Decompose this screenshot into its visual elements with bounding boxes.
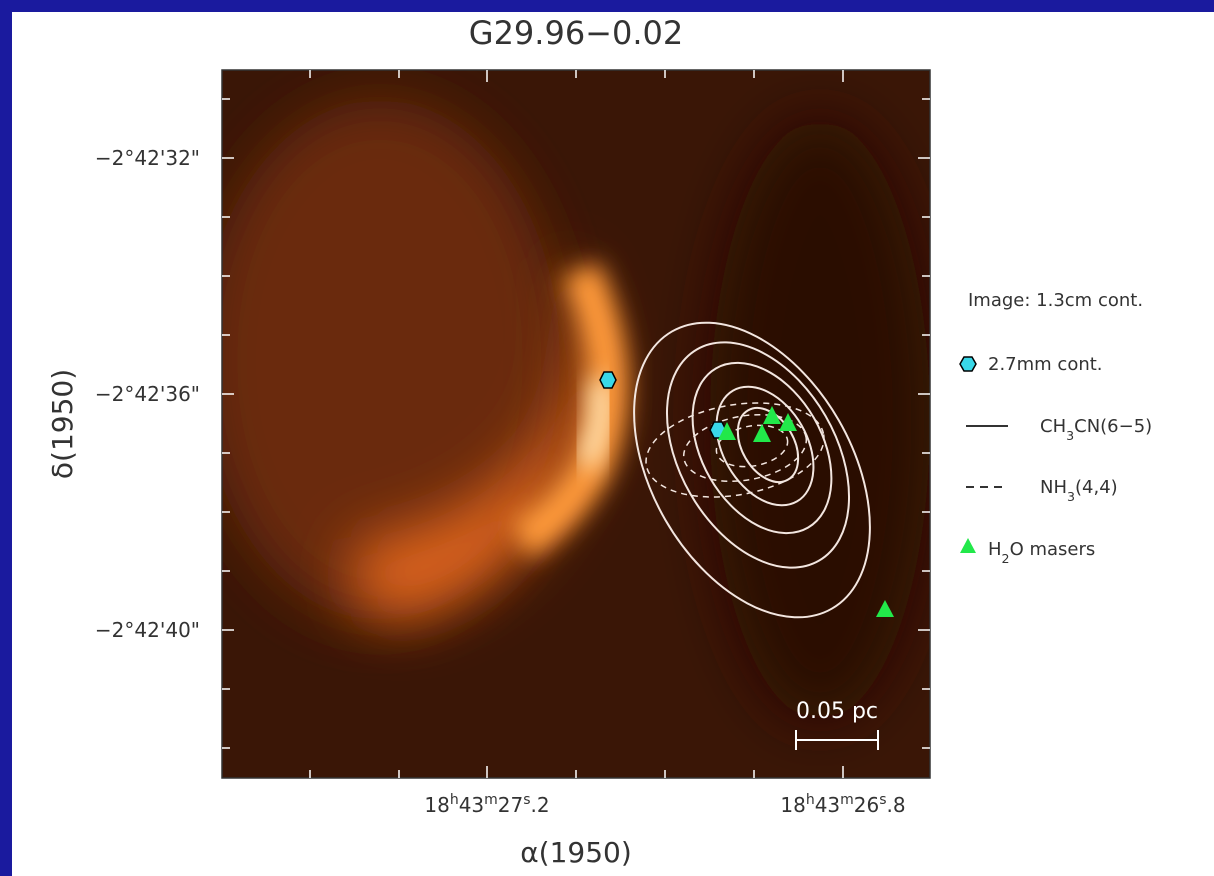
text-part: .8 bbox=[887, 793, 906, 817]
y-tick-label: −2°42'36" bbox=[95, 382, 200, 406]
text-part: (1950) bbox=[46, 369, 79, 462]
x-axis-label: α(1950) bbox=[520, 836, 632, 869]
text-part: .2 bbox=[531, 793, 550, 817]
text-part: s bbox=[879, 792, 886, 808]
text-part: (1950) bbox=[539, 836, 632, 869]
text-part: 27 bbox=[498, 793, 523, 817]
plot-title: G29.96−0.02 bbox=[469, 14, 683, 52]
text-part: H bbox=[988, 539, 1002, 560]
scale-bar-label: 0.05 pc bbox=[796, 699, 878, 724]
y-axis-label: δ(1950) bbox=[46, 369, 79, 479]
slide: G29.96−0.02 −2°42'32" −2°42'36" bbox=[0, 0, 1214, 876]
text-part: δ bbox=[46, 462, 79, 479]
y-tick-label: −2°42'32" bbox=[95, 146, 200, 170]
text-part: 2 bbox=[1002, 551, 1010, 566]
y-tick-label: −2°42'40" bbox=[95, 618, 200, 642]
image bbox=[200, 70, 930, 778]
legend-entry: 2.7mm cont. bbox=[988, 354, 1103, 375]
text-part: h bbox=[450, 792, 459, 808]
text-part: 3 bbox=[1067, 489, 1075, 504]
text-part: α bbox=[520, 836, 538, 869]
text-part: 3 bbox=[1066, 428, 1074, 443]
text-part: O masers bbox=[1010, 539, 1096, 560]
text-part: CN(6−5) bbox=[1074, 416, 1152, 437]
text-part: 43 bbox=[815, 793, 840, 817]
page: G29.96−0.02 −2°42'32" −2°42'36" bbox=[0, 0, 1214, 876]
text-part: m bbox=[484, 792, 498, 808]
legend-image: Image: 1.3cm cont. bbox=[968, 290, 1143, 311]
text-part: 18 bbox=[424, 793, 449, 817]
text-part: 26 bbox=[854, 793, 879, 817]
text-part: CH bbox=[1040, 416, 1066, 437]
text-part: s bbox=[523, 792, 530, 808]
text-part: 18 bbox=[780, 793, 805, 817]
text-part: NH bbox=[1040, 477, 1067, 498]
text-part: m bbox=[840, 792, 854, 808]
text-part: (4,4) bbox=[1075, 477, 1118, 498]
text-part: h bbox=[806, 792, 815, 808]
text-part: 43 bbox=[459, 793, 484, 817]
text-part: 2.7mm cont. bbox=[988, 354, 1103, 375]
